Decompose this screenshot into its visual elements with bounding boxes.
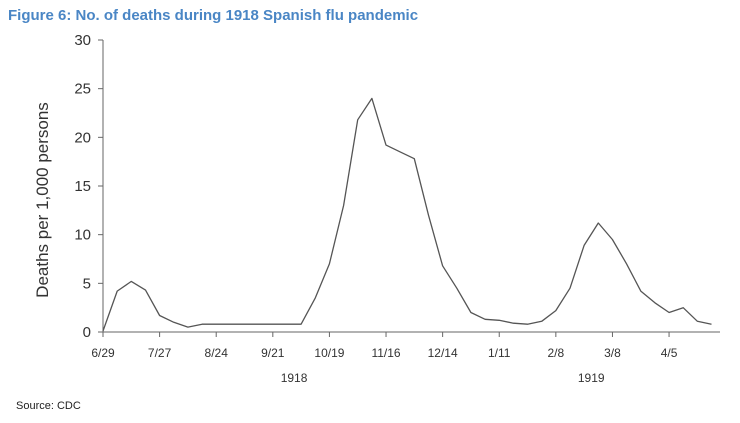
y-tick-label: 5	[83, 275, 91, 292]
x-tick-label: 11/16	[371, 346, 400, 360]
x-tick-label: 7/27	[148, 346, 172, 360]
source-note: Source: CDC	[16, 400, 81, 412]
year-label: 1918	[281, 371, 308, 385]
x-tick-label: 9/21	[261, 346, 285, 360]
chart-title: Figure 6: No. of deaths during 1918 Span…	[8, 7, 419, 24]
y-tick-label: 10	[74, 227, 91, 244]
x-tick-label: 4/5	[661, 346, 678, 360]
y-axis: 0 5 10 15 20 25 30	[74, 32, 104, 341]
x-tick-label: 10/19	[314, 346, 344, 360]
x-tick-label: 6/29	[91, 346, 115, 360]
x-tick-label: 1/11	[488, 346, 511, 360]
x-tick-label: 8/24	[205, 346, 229, 360]
x-tick-label: 12/14	[428, 346, 458, 360]
x-axis: 6/29 7/27 8/24 9/21 10/19 11/16 12/14 1/11 2/8 3/…	[91, 331, 720, 385]
y-tick-label: 30	[74, 32, 91, 49]
y-tick-label: 0	[83, 324, 91, 341]
series-line	[102, 97, 712, 332]
year-label: 1919	[578, 371, 605, 385]
series-group	[102, 97, 712, 332]
x-tick-label: 3/8	[604, 346, 621, 360]
y-axis-label: Deaths per 1,000 persons	[33, 102, 52, 298]
y-tick-label: 15	[74, 178, 91, 195]
x-tick-label: 2/8	[548, 346, 565, 360]
y-tick-label: 25	[74, 81, 91, 98]
y-tick-label: 20	[74, 129, 91, 146]
